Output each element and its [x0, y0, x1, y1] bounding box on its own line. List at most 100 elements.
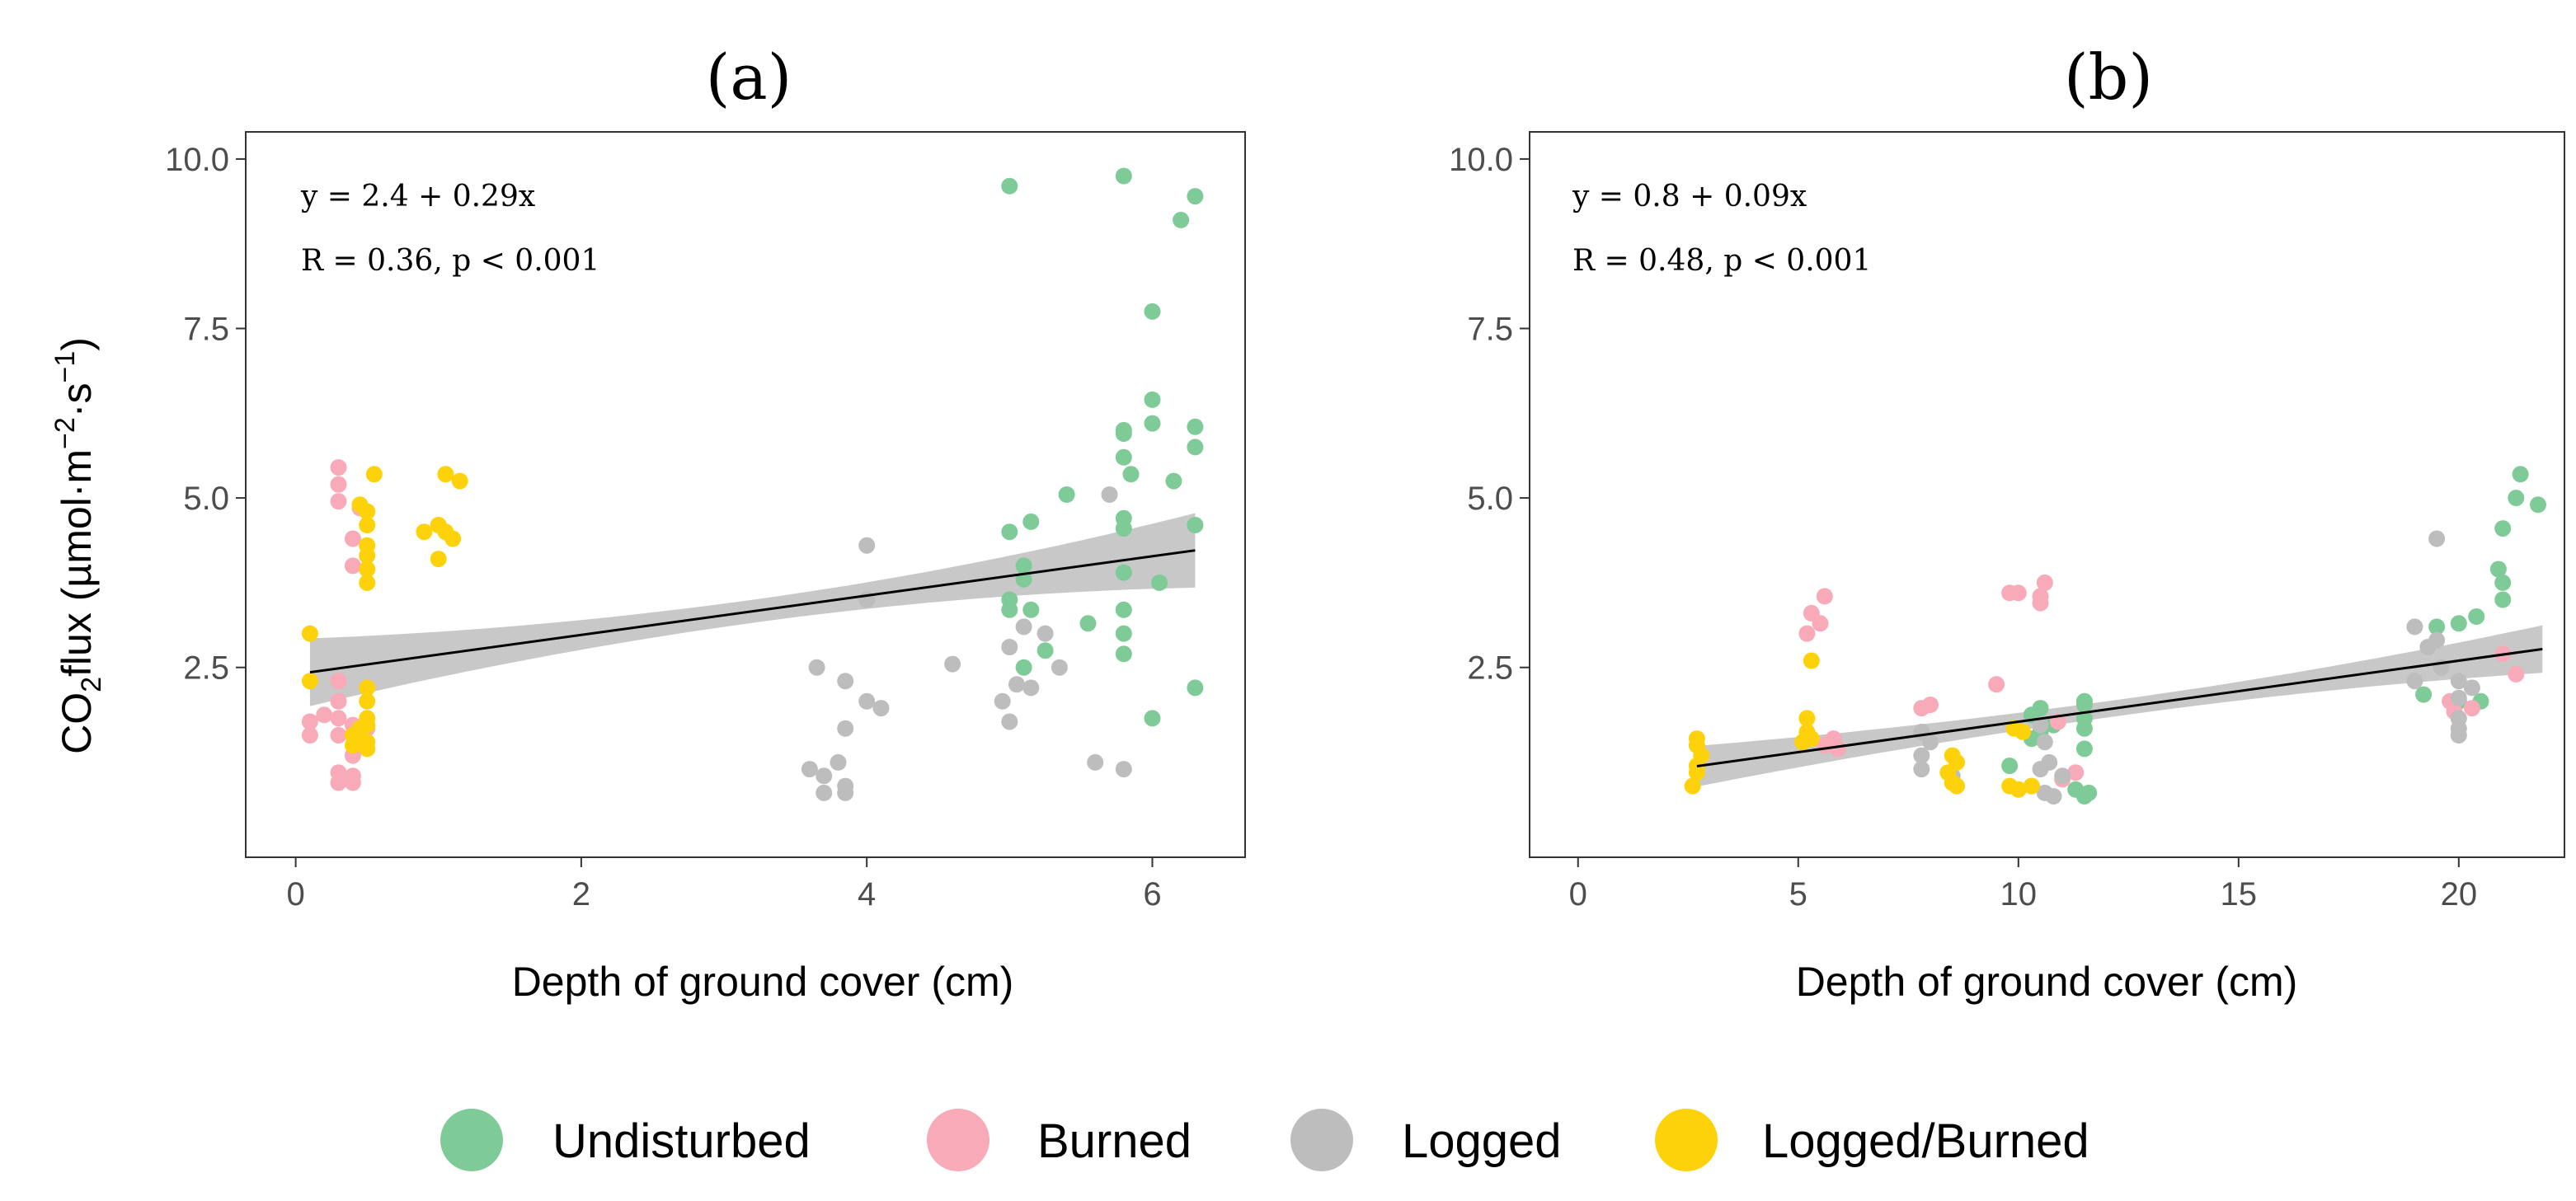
data-point: [1144, 303, 1161, 320]
data-point: [1001, 601, 1018, 618]
y-tick-label: 5.0: [1467, 481, 1513, 517]
legend-swatch-logged-burned: [1655, 1109, 1718, 1171]
data-point: [2023, 777, 2040, 795]
data-point: [1794, 734, 1812, 751]
panel-a-frame: [245, 131, 1246, 858]
legend-label-burned: Burned: [1037, 1114, 1192, 1168]
data-point: [2508, 490, 2525, 507]
data-point: [344, 774, 361, 791]
data-point: [837, 720, 854, 737]
data-point: [1144, 710, 1161, 727]
data-point: [2494, 520, 2512, 537]
panel-a-series-undisturbed: [1001, 167, 1204, 727]
data-point: [994, 692, 1011, 710]
data-point: [1115, 167, 1132, 185]
panel-a-series-logged-burned: [301, 466, 468, 758]
data-point: [1144, 415, 1161, 432]
data-point: [1798, 710, 1816, 727]
data-point: [1688, 764, 1705, 781]
data-point: [1115, 564, 1132, 581]
data-point: [359, 561, 376, 578]
y-axis-title-sup1: −2: [49, 417, 81, 449]
data-point: [2075, 697, 2093, 713]
data-point: [301, 713, 318, 730]
panel-a-regression-line: [309, 549, 1196, 674]
data-point: [1187, 418, 1204, 435]
panel-b-frame: [1529, 131, 2565, 858]
data-point: [2001, 758, 2019, 774]
panel-a-series-logged: [801, 486, 1132, 801]
data-point: [1913, 761, 1930, 778]
legend-label-undisturbed: Undisturbed: [552, 1114, 811, 1168]
x-tick-label: 20: [2441, 876, 2478, 912]
data-point: [316, 706, 333, 724]
data-point: [1187, 439, 1204, 456]
legend-item-burned: Burned: [927, 1109, 1192, 1171]
data-point: [1913, 700, 1930, 717]
data-point: [2428, 530, 2446, 547]
data-point: [1115, 761, 1132, 778]
data-point: [1829, 740, 1846, 758]
data-point: [1115, 601, 1132, 618]
data-point: [1015, 618, 1032, 636]
data-point: [1015, 659, 1032, 676]
y-axis-title-sup2: −1: [49, 351, 81, 383]
x-tick-label: 2: [572, 876, 590, 912]
data-point: [1015, 557, 1032, 575]
data-point: [1115, 448, 1132, 466]
x-tick-label: 0: [1569, 876, 1587, 912]
data-point: [430, 551, 447, 568]
data-point: [2450, 673, 2467, 690]
y-tick-label: 2.5: [183, 650, 229, 687]
data-point: [2032, 716, 2049, 734]
panel-b-stats: R = 0.48, p < 0.001: [1572, 244, 1871, 278]
y-tick-label: 7.5: [1467, 312, 1513, 348]
data-point: [330, 727, 347, 744]
data-point: [344, 557, 361, 575]
data-point: [451, 472, 468, 490]
legend-item-logged: Logged: [1290, 1109, 1562, 1171]
data-point: [330, 692, 347, 710]
data-point: [365, 466, 383, 483]
data-point: [801, 761, 818, 778]
data-point: [2010, 584, 2027, 602]
panel-b-equation: y = 0.8 + 0.09x: [1572, 180, 1807, 213]
data-point: [1115, 645, 1132, 663]
panel-b-series-undisturbed: [2001, 466, 2546, 805]
data-point: [1001, 523, 1018, 541]
panel-b-confidence-band: [1696, 625, 2543, 787]
panel-b-title: (b): [2064, 40, 2153, 114]
data-point: [2014, 723, 2032, 740]
data-point: [1812, 615, 1829, 632]
data-point: [837, 673, 854, 690]
data-point: [2450, 689, 2467, 706]
data-point: [944, 655, 961, 673]
data-point: [444, 530, 462, 547]
panel-b-series-logged-burned: [1684, 652, 2040, 798]
data-point: [858, 537, 876, 554]
data-point: [2054, 767, 2071, 785]
data-point: [1001, 177, 1018, 195]
legend-item-undisturbed: Undisturbed: [440, 1109, 811, 1171]
data-point: [1037, 625, 1054, 642]
data-point: [2512, 466, 2529, 483]
legend-item-logged-burned: Logged/Burned: [1655, 1109, 2089, 1171]
data-point: [2508, 665, 2525, 683]
legend: Undisturbed Burned Logged Logged/Burned: [440, 1109, 2089, 1171]
panel-b: 0 5 10 15 20 2.5 5.0 7.5 10.0 (b) y = 0.8 + 0.09x…: [1449, 40, 2565, 1005]
data-point: [344, 737, 361, 754]
data-point: [359, 517, 376, 533]
data-point: [830, 753, 847, 771]
data-point: [1173, 211, 1190, 228]
data-point: [1913, 747, 1930, 764]
data-point: [1798, 625, 1816, 642]
y-tick-label: 10.0: [165, 142, 229, 178]
data-point: [359, 692, 376, 710]
data-point: [2489, 561, 2507, 578]
data-point: [2419, 639, 2437, 655]
y-axis-title-mid: flux (µmol·m: [54, 449, 100, 677]
data-point: [301, 625, 318, 642]
data-point: [2010, 781, 2027, 798]
data-point: [858, 692, 876, 710]
